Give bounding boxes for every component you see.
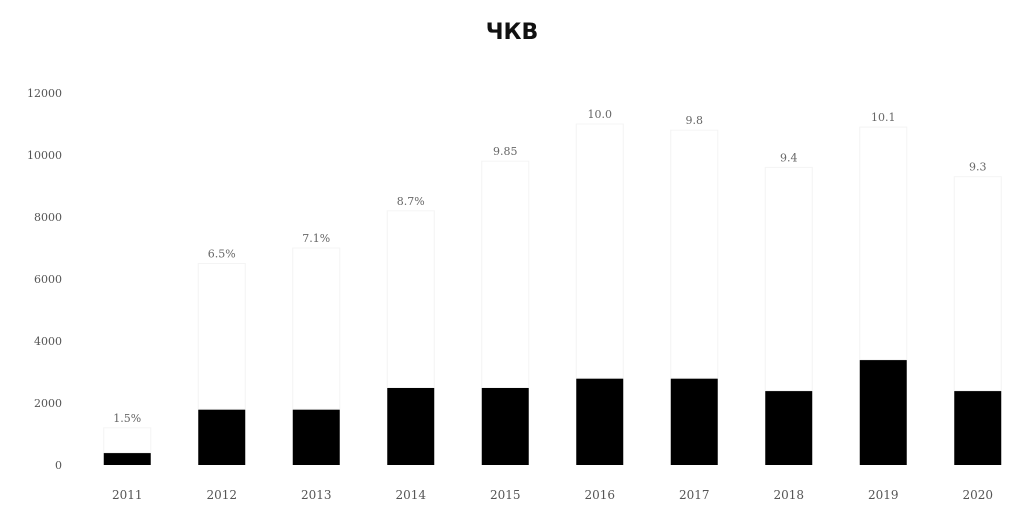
bar-upper xyxy=(953,176,1002,392)
y-tick-label: 12000 xyxy=(27,87,62,100)
data-label: 9.85 xyxy=(493,145,518,158)
data-label: 8.7% xyxy=(397,195,425,208)
y-tick-label: 0 xyxy=(55,459,62,472)
x-tick-label: 2018 xyxy=(773,488,804,502)
x-tick-label: 2016 xyxy=(584,488,615,502)
bar-lower xyxy=(859,359,907,465)
bar-upper xyxy=(103,427,152,454)
x-tick-label: 2015 xyxy=(490,488,521,502)
y-tick-label: 8000 xyxy=(34,211,62,224)
x-tick-label: 2012 xyxy=(206,488,237,502)
bar-lower xyxy=(198,409,246,465)
bar-lower xyxy=(670,378,718,465)
bar-upper xyxy=(859,126,908,361)
bar-lower xyxy=(576,378,624,465)
bar-upper xyxy=(670,129,719,379)
chart-title: ЧКВ xyxy=(486,20,539,45)
bar-upper xyxy=(197,263,246,410)
bar-lower xyxy=(954,390,1002,465)
data-label: 10.1 xyxy=(871,111,896,124)
y-tick-label: 2000 xyxy=(34,397,62,410)
data-label: 1.5% xyxy=(113,412,141,425)
data-label: 6.5% xyxy=(208,248,236,261)
bar-upper xyxy=(481,160,530,388)
bar-lower xyxy=(103,452,151,465)
x-tick-label: 2019 xyxy=(868,488,899,502)
x-tick-label: 2013 xyxy=(301,488,332,502)
x-tick-label: 2017 xyxy=(679,488,710,502)
x-tick-label: 2014 xyxy=(395,488,426,502)
x-tick-label: 2011 xyxy=(112,488,143,502)
data-label: 10.0 xyxy=(588,108,613,121)
y-axis: 0 2000 4000 6000 8000 10000 12000 xyxy=(27,87,62,472)
data-label: 9.8 xyxy=(686,114,704,127)
bar-lower xyxy=(481,387,529,465)
bar-lower xyxy=(765,390,813,465)
bar-lower xyxy=(387,387,435,465)
data-label: 7.1% xyxy=(302,232,330,245)
y-tick-label: 10000 xyxy=(27,149,62,162)
bar-upper xyxy=(575,123,624,379)
bar-upper xyxy=(386,210,435,388)
bar-upper xyxy=(764,166,813,392)
data-label: 9.4 xyxy=(780,151,798,164)
y-tick-label: 4000 xyxy=(34,335,62,348)
data-label: 9.3 xyxy=(969,161,987,174)
plot-area: 1.5% 6.5% 7.1% 8.7% 9.85 10.0 9.8 9.4 10.1 9.3 xyxy=(103,108,1002,465)
y-tick-label: 6000 xyxy=(34,273,62,286)
bar-lower xyxy=(292,409,340,465)
x-axis: 2011 2012 2013 2014 2015 2016 2017 2018 2019 2020 xyxy=(112,488,993,502)
x-tick-label: 2020 xyxy=(962,488,993,502)
bar-upper xyxy=(292,247,341,410)
